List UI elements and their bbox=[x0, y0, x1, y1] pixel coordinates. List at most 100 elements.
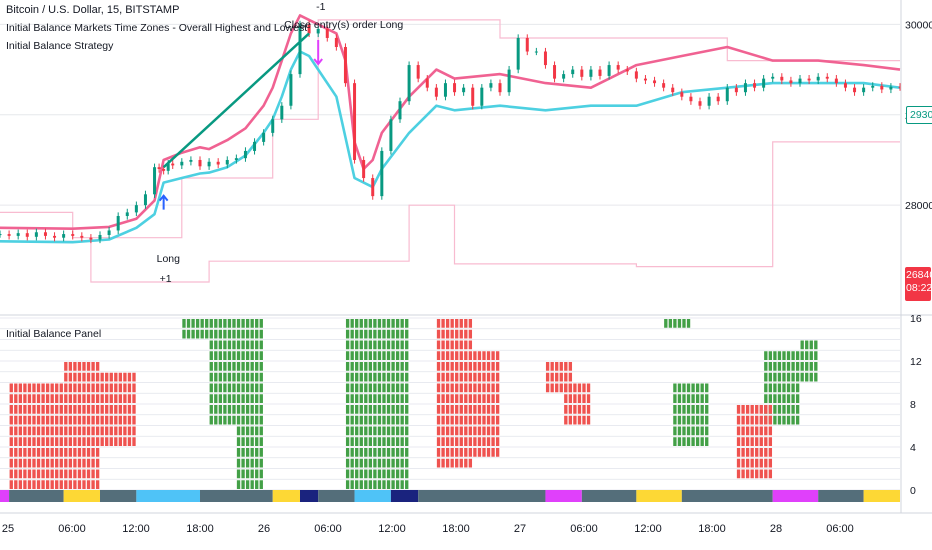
session-strip bbox=[545, 490, 582, 502]
panel-cell bbox=[795, 415, 800, 425]
panel-y-tick-label: 16 bbox=[910, 313, 922, 325]
panel-cell bbox=[45, 405, 50, 414]
panel-cell bbox=[491, 448, 495, 457]
panel-title: Initial Balance Panel bbox=[6, 328, 102, 340]
panel-cell bbox=[695, 394, 700, 403]
panel-y-tick-label: 0 bbox=[910, 485, 916, 497]
x-tick-label: 18:00 bbox=[186, 523, 214, 535]
panel-cell bbox=[800, 372, 804, 382]
panel-cell bbox=[132, 383, 136, 393]
panel-cell bbox=[564, 394, 568, 403]
panel-cell bbox=[245, 351, 250, 360]
panel-cell bbox=[218, 351, 223, 360]
panel-cell bbox=[459, 405, 463, 414]
panel-cell bbox=[23, 394, 27, 403]
panel-cell bbox=[564, 405, 568, 414]
panel-cell bbox=[764, 458, 768, 468]
panel-cell bbox=[241, 458, 245, 468]
panel-cell bbox=[95, 458, 100, 468]
panel-cell bbox=[41, 437, 45, 446]
panel-cell bbox=[50, 415, 54, 425]
panel-cell bbox=[27, 426, 32, 436]
x-tick-label: 06:00 bbox=[58, 523, 86, 535]
panel-cell bbox=[227, 362, 232, 371]
panel-cell bbox=[395, 426, 400, 436]
panel-cell bbox=[359, 362, 363, 371]
panel-cell bbox=[18, 469, 23, 479]
candle-body bbox=[825, 76, 829, 79]
candle-body bbox=[207, 161, 211, 167]
panel-cell bbox=[736, 426, 741, 436]
panel-cell bbox=[250, 329, 254, 339]
panel-cell bbox=[355, 458, 359, 468]
panel-cell bbox=[368, 351, 373, 360]
panel-cell bbox=[86, 383, 91, 393]
panel-cell bbox=[255, 351, 259, 360]
panel-cell bbox=[9, 415, 13, 425]
panel-cell bbox=[468, 405, 473, 414]
panel-cell bbox=[345, 394, 350, 403]
panel-cell bbox=[400, 448, 404, 457]
panel-cell bbox=[386, 426, 391, 436]
panel-cell bbox=[677, 383, 682, 393]
panel-cell bbox=[236, 426, 241, 436]
x-tick-label: 06:00 bbox=[826, 523, 854, 535]
trade-line bbox=[162, 32, 310, 169]
panel-cell bbox=[23, 480, 27, 489]
panel-cell bbox=[682, 437, 686, 446]
panel-cell bbox=[395, 480, 400, 489]
panel-cell bbox=[373, 372, 377, 382]
panel-cell bbox=[118, 383, 123, 393]
session-strip bbox=[818, 490, 864, 502]
panel-cell bbox=[64, 448, 68, 457]
candle-body bbox=[543, 51, 547, 66]
panel-cell bbox=[36, 394, 41, 403]
panel-cell bbox=[214, 383, 218, 393]
panel-cell bbox=[768, 448, 773, 457]
panel-cell bbox=[77, 372, 82, 382]
panel-cell bbox=[182, 329, 186, 339]
panel-cell bbox=[768, 415, 773, 425]
panel-cell bbox=[386, 448, 391, 457]
panel-cell bbox=[355, 469, 359, 479]
panel-cell bbox=[68, 458, 73, 468]
panel-cell bbox=[445, 340, 450, 350]
panel-cell bbox=[491, 426, 495, 436]
panel-cell bbox=[236, 329, 241, 339]
panel-cell bbox=[386, 372, 391, 382]
panel-cell bbox=[82, 469, 86, 479]
panel-cell bbox=[405, 405, 409, 414]
panel-cell bbox=[250, 394, 254, 403]
panel-cell bbox=[209, 351, 213, 360]
panel-cell bbox=[27, 394, 32, 403]
panel-cell bbox=[227, 372, 232, 382]
panel-cell bbox=[350, 480, 354, 489]
panel-cell bbox=[68, 394, 73, 403]
panel-cell bbox=[455, 383, 459, 393]
panel-cell bbox=[782, 383, 786, 393]
panel-cell bbox=[755, 426, 759, 436]
panel-cell bbox=[486, 426, 491, 436]
panel-cell bbox=[9, 394, 13, 403]
candle-body bbox=[143, 194, 147, 206]
panel-cell bbox=[468, 426, 473, 436]
panel-cell bbox=[700, 383, 704, 393]
panel-cell bbox=[223, 394, 227, 403]
panel-cell bbox=[464, 383, 468, 393]
panel-cell bbox=[482, 448, 486, 457]
session-strip bbox=[681, 490, 773, 502]
candle-body bbox=[71, 234, 75, 236]
panel-cell bbox=[55, 480, 59, 489]
panel-cell bbox=[473, 394, 477, 403]
panel-cell bbox=[750, 426, 754, 436]
panel-cell bbox=[214, 394, 218, 403]
panel-cell bbox=[482, 437, 486, 446]
panel-cell bbox=[250, 362, 254, 371]
panel-cell bbox=[386, 362, 391, 371]
panel-cell bbox=[459, 319, 463, 328]
panel-cell bbox=[382, 351, 386, 360]
panel-cell bbox=[32, 405, 36, 414]
panel-cell bbox=[14, 458, 18, 468]
candle-body bbox=[43, 232, 47, 236]
